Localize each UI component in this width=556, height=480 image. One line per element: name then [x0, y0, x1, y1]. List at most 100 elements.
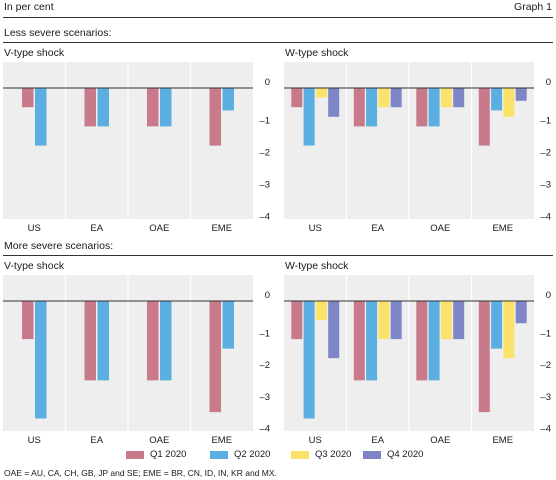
- panel-title-v-more: V-type shock: [4, 260, 65, 272]
- section-rule-less-severe: [3, 42, 553, 43]
- bar-ea-q2-2020: [366, 88, 378, 127]
- x-tick-label: OAE: [149, 223, 169, 234]
- bar-us-q3-2020: [315, 301, 327, 321]
- bar-oae-q2-2020: [428, 88, 440, 127]
- bar-eme-q2-2020: [491, 301, 503, 349]
- bar-oae-q4-2020: [453, 88, 465, 108]
- x-tick-label: EME: [211, 435, 232, 446]
- bar-oae-q2-2020: [428, 301, 440, 381]
- bar-oae-q1-2020: [147, 88, 159, 127]
- legend-label-q2: Q2 2020: [234, 449, 271, 460]
- y-tick-label: –4: [540, 424, 551, 435]
- bar-eme-q1-2020: [478, 88, 490, 146]
- legend-label-q4: Q4 2020: [387, 449, 424, 460]
- bar-oae-q4-2020: [453, 301, 465, 340]
- bar-ea-q1-2020: [353, 301, 365, 381]
- bar-ea-q4-2020: [390, 301, 402, 340]
- x-tick-label: EA: [371, 435, 384, 446]
- y-tick-label: –3: [540, 392, 551, 403]
- chart-w-type-less-severe: US EA OAE EME 0 –1 –2 –3 –4: [284, 62, 551, 234]
- bar-us-q1-2020: [291, 301, 303, 340]
- chart-v-type-less-severe: US EA OAE EME 0 –1 –2 –3 –4: [3, 62, 270, 234]
- bar-eme-q1-2020: [209, 301, 221, 413]
- bar-us-q4-2020: [328, 301, 340, 359]
- bar-ea-q4-2020: [390, 88, 402, 108]
- bar-ea-q3-2020: [378, 301, 390, 340]
- x-tick-label: EA: [90, 435, 103, 446]
- bar-eme-q3-2020: [503, 301, 515, 359]
- panel-title-w-more: W-type shock: [285, 260, 349, 272]
- legend-swatch-q2: [210, 450, 228, 459]
- legend-item-q3: Q3 2020: [291, 449, 351, 460]
- bar-oae-q2-2020: [160, 301, 172, 381]
- bar-eme-q2-2020: [222, 301, 234, 349]
- bar-eme-q1-2020: [209, 88, 221, 146]
- y-tick-label: –4: [259, 424, 270, 435]
- x-tick-label: US: [28, 223, 41, 234]
- bar-eme-q2-2020: [222, 88, 234, 111]
- bar-oae-q2-2020: [160, 88, 172, 127]
- y-tick-label: –1: [540, 328, 551, 339]
- bar-ea-q1-2020: [84, 301, 96, 381]
- legend-label-q1: Q1 2020: [150, 449, 187, 460]
- bar-eme-q2-2020: [491, 88, 503, 111]
- x-tick-label: EME: [492, 435, 513, 446]
- bar-eme-q3-2020: [503, 88, 515, 117]
- y-tick-label: –1: [259, 328, 270, 339]
- unit-label: In per cent: [4, 1, 54, 13]
- bar-ea-q1-2020: [84, 88, 96, 127]
- panel-title-v-less: V-type shock: [4, 47, 65, 59]
- y-tick-label: –1: [540, 116, 551, 127]
- bar-oae-q3-2020: [440, 88, 452, 108]
- chart-legend: Q1 2020 Q2 2020 Q3 2020 Q4 2020: [0, 449, 556, 463]
- chart-w-type-more-severe: US EA OAE EME 0 –1 –2 –3 –4: [284, 275, 551, 446]
- x-tick-label: US: [309, 223, 322, 234]
- bar-ea-q2-2020: [366, 301, 378, 381]
- legend-label-q3: Q3 2020: [315, 449, 352, 460]
- y-tick-label: –4: [540, 212, 551, 223]
- y-tick-label: 0: [265, 77, 270, 88]
- chart-v-type-more-severe: US EA OAE EME 0 –1 –2 –3 –4: [3, 275, 270, 446]
- legend-item-q1: Q1 2020: [126, 449, 186, 460]
- y-tick-label: –2: [540, 148, 551, 159]
- x-tick-label: US: [28, 435, 41, 446]
- bar-eme-q4-2020: [515, 88, 527, 101]
- bar-ea-q2-2020: [97, 301, 109, 381]
- x-tick-label: EA: [90, 223, 103, 234]
- x-tick-label: OAE: [430, 223, 450, 234]
- y-tick-label: –2: [540, 360, 551, 371]
- bar-us-q2-2020: [35, 88, 47, 146]
- y-tick-label: –3: [259, 392, 270, 403]
- bar-us-q2-2020: [35, 301, 47, 419]
- y-tick-label: 0: [546, 290, 551, 301]
- legend-item-q4: Q4 2020: [363, 449, 423, 460]
- footnote: OAE = AU, CA, CH, GB, JP and SE; EME = B…: [4, 468, 277, 478]
- header-rule: [3, 17, 553, 18]
- x-tick-label: EA: [371, 223, 384, 234]
- bar-us-q4-2020: [328, 88, 340, 117]
- bar-us-q1-2020: [291, 88, 303, 108]
- bar-ea-q2-2020: [97, 88, 109, 127]
- section-label-more-severe: More severe scenarios:: [4, 240, 114, 252]
- y-tick-label: –2: [259, 360, 270, 371]
- x-tick-label: OAE: [430, 435, 450, 446]
- section-rule-more-severe: [3, 255, 553, 256]
- x-tick-label: EME: [492, 223, 513, 234]
- x-tick-label: EME: [211, 223, 232, 234]
- graph-number: Graph 1: [514, 1, 552, 13]
- y-tick-label: –4: [259, 212, 270, 223]
- y-tick-label: 0: [265, 290, 270, 301]
- bar-eme-q4-2020: [515, 301, 527, 324]
- x-tick-label: OAE: [149, 435, 169, 446]
- y-tick-label: –3: [259, 180, 270, 191]
- panel-title-w-less: W-type shock: [285, 47, 349, 59]
- legend-swatch-q1: [126, 450, 144, 459]
- bar-ea-q3-2020: [378, 88, 390, 108]
- section-label-less-severe: Less severe scenarios:: [4, 27, 112, 39]
- bar-us-q2-2020: [303, 301, 315, 419]
- bar-us-q1-2020: [22, 301, 34, 340]
- x-tick-label: US: [309, 435, 322, 446]
- legend-swatch-q4: [363, 450, 381, 459]
- legend-item-q2: Q2 2020: [210, 449, 270, 460]
- bar-oae-q3-2020: [440, 301, 452, 340]
